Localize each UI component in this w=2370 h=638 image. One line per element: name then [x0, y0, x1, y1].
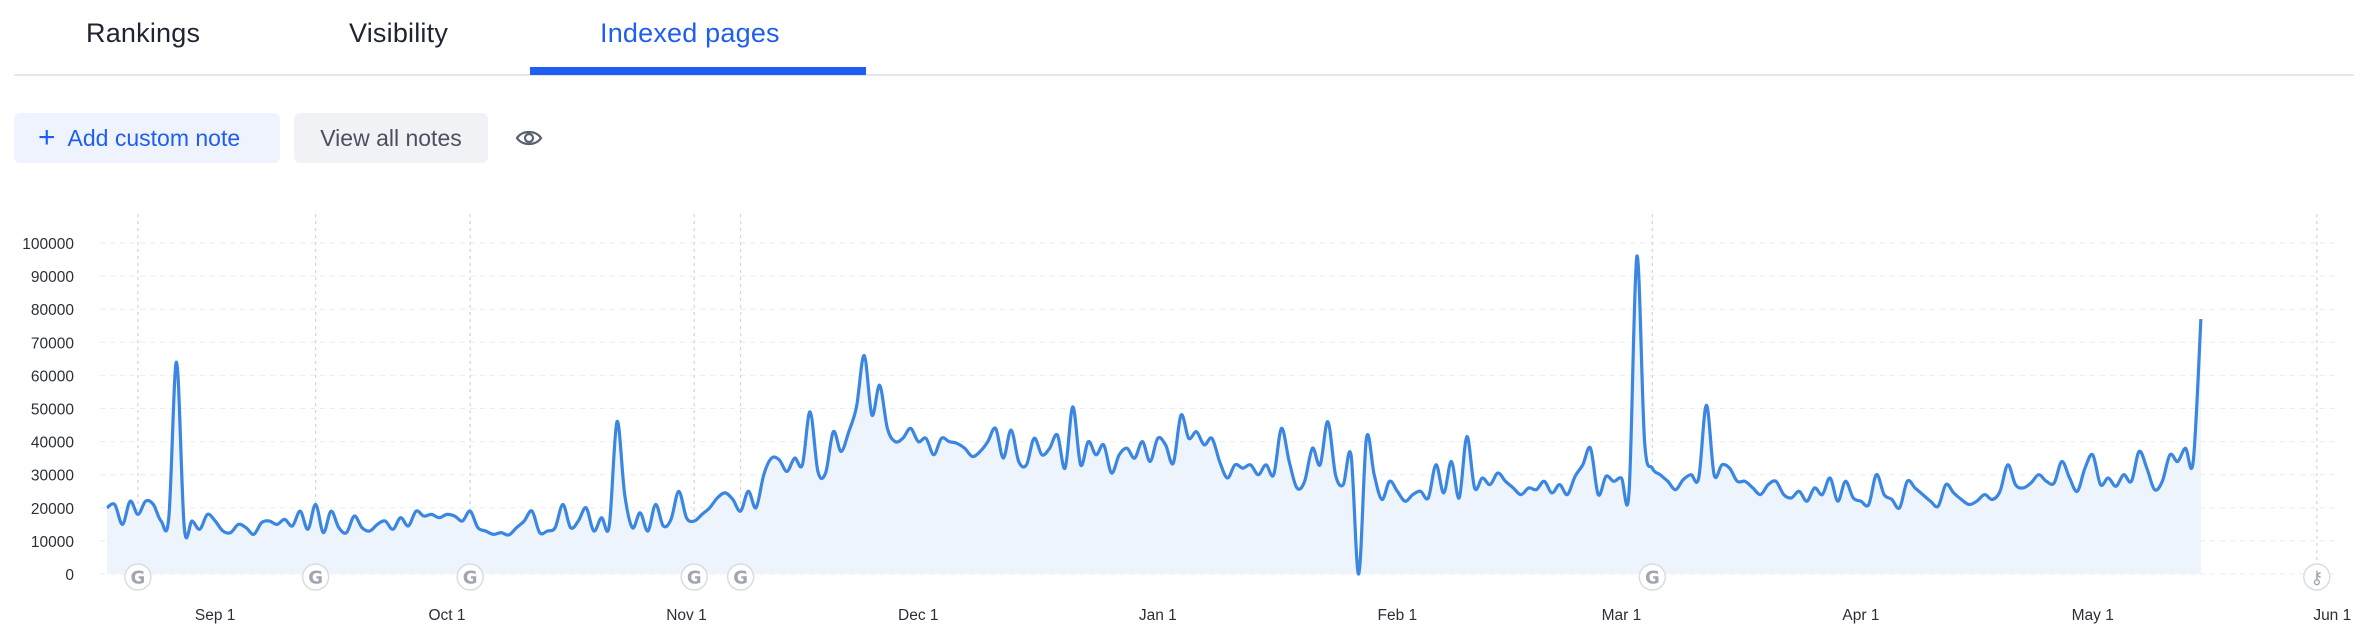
google-icon[interactable]: [301, 563, 330, 591]
y-tick-label: 20000: [31, 501, 74, 518]
google-icon-glyph: G: [131, 568, 146, 589]
y-tick-label: 70000: [31, 335, 74, 352]
x-tick-label: Sep 1: [195, 607, 236, 624]
x-tick-label: May 1: [2072, 607, 2114, 624]
x-tick-label: Mar 1: [1602, 607, 1642, 624]
key-icon-glyph: ⚷: [2310, 568, 2323, 589]
google-icon[interactable]: [456, 563, 484, 591]
y-tick-label: 80000: [31, 302, 74, 319]
key-icon[interactable]: [2303, 563, 2331, 591]
view-all-notes-label: View all notes: [320, 124, 462, 151]
google-icon[interactable]: [680, 563, 708, 591]
x-tick-label: Feb 1: [1378, 607, 1418, 624]
x-tick-label: Dec 1: [898, 607, 939, 624]
x-tick-label: Oct 1: [428, 607, 465, 624]
view-all-notes-button[interactable]: View all notes: [294, 113, 488, 163]
indexed-pages-chart: 0 10000 20000 30000 40000 50000 60000 70000 8000…: [22, 214, 2351, 624]
y-tick-label: 90000: [31, 269, 74, 286]
active-tab-indicator: [530, 67, 866, 75]
y-tick-label: 40000: [31, 435, 74, 452]
add-custom-note-label: Add custom note: [67, 124, 241, 151]
y-tick-label: 30000: [31, 468, 74, 485]
google-icon[interactable]: [1638, 563, 1667, 591]
y-tick-label: 60000: [31, 368, 74, 385]
x-tick-label: Apr 1: [1842, 607, 1879, 624]
eye-icon[interactable]: [514, 124, 544, 152]
google-icon-glyph: G: [687, 568, 702, 589]
add-custom-note-button[interactable]: + Add custom note: [14, 113, 280, 163]
tab-rankings[interactable]: Rankings: [86, 18, 201, 48]
tab-indexed-pages[interactable]: Indexed pages: [600, 18, 780, 48]
y-tick-label: 100000: [22, 236, 74, 253]
x-tick-label: Jun 1: [2313, 607, 2351, 624]
y-tick-label: 50000: [31, 402, 74, 419]
google-icon[interactable]: [726, 563, 755, 591]
tab-bar: Rankings Visibility Indexed pages: [14, 0, 2354, 76]
google-icon-glyph: G: [733, 568, 748, 589]
google-icon[interactable]: [124, 563, 152, 591]
plus-icon: +: [38, 121, 56, 154]
google-icon-glyph: G: [463, 568, 478, 589]
google-icon-glyph: G: [308, 568, 323, 589]
y-tick-label: 10000: [31, 534, 74, 551]
google-icon-glyph: G: [1645, 568, 1660, 589]
x-tick-label: Jan 1: [1139, 607, 1177, 624]
series-area: [107, 255, 2201, 575]
tab-visibility[interactable]: Visibility: [349, 18, 449, 48]
series-line[interactable]: [106, 254, 2203, 576]
x-tick-label: Nov 1: [666, 607, 707, 624]
y-tick-label: 0: [65, 567, 74, 584]
